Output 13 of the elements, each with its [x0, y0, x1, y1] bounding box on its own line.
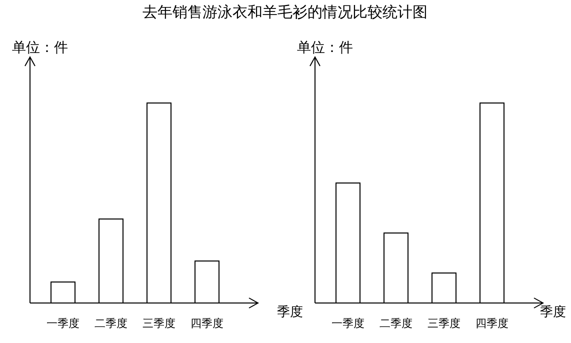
y-axis-title: 单位：件: [12, 40, 68, 56]
x-axis-title: 季度: [277, 304, 303, 320]
x-tick-label: 四季度: [476, 317, 508, 330]
x-tick-label: 一季度: [332, 317, 364, 330]
x-tick-label: 四季度: [190, 317, 224, 330]
chart-title: 去年销售游泳衣和羊毛衫的情况比较统计图: [142, 3, 428, 21]
x-axis-title: 季度: [540, 304, 566, 320]
x-tick-label: 一季度: [46, 317, 80, 330]
x-tick-label: 二季度: [380, 317, 412, 330]
x-tick-label: 二季度: [94, 317, 128, 330]
y-axis-title: 单位：件: [297, 40, 353, 56]
x-tick-label: 三季度: [428, 317, 460, 330]
x-tick-label: 三季度: [142, 317, 176, 330]
